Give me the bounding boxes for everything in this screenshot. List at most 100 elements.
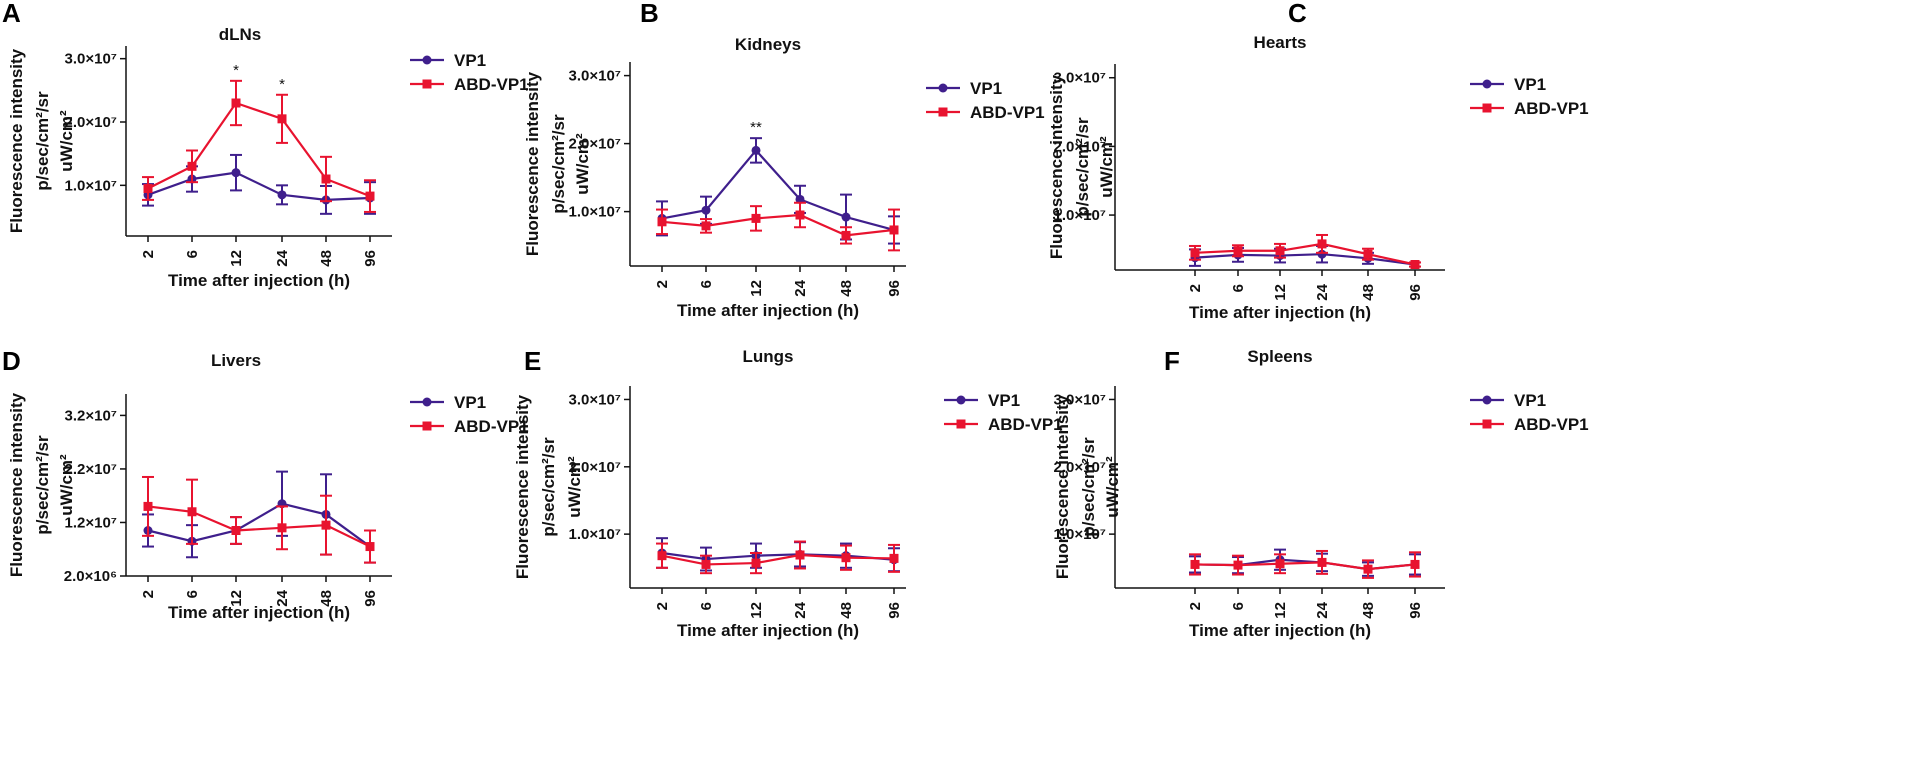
x-axis-title: Time after injection (h) <box>1189 303 1371 322</box>
panel-letter-f: F <box>1164 346 1180 376</box>
y-axis-title-line: uW/cm² <box>57 454 76 516</box>
data-point-abd-vp1 <box>277 523 287 533</box>
panel-letter-a: A <box>2 0 21 28</box>
data-point-abd-vp1 <box>1317 239 1327 249</box>
chart-title: Kidneys <box>735 35 801 54</box>
x-tick-label: 2 <box>654 280 671 288</box>
data-point-abd-vp1 <box>701 559 711 569</box>
significance-marker: * <box>233 62 239 79</box>
series-line-vp1 <box>661 551 895 561</box>
data-point-abd-vp1 <box>889 225 899 235</box>
data-point-abd-vp1 <box>1410 260 1420 270</box>
y-tick-label: 3.0×10⁷ <box>569 391 622 408</box>
legend-marker-vp1 <box>956 395 966 405</box>
legend-label: VP1 <box>988 391 1020 410</box>
data-point-abd-vp1 <box>231 98 241 108</box>
y-axis-title-line: Fluorescence intensity <box>1053 394 1072 579</box>
legend-label: VP1 <box>454 51 486 70</box>
y-axis-title-line: uW/cm² <box>57 110 76 172</box>
panel-letter-e: E <box>524 346 542 376</box>
series-line-abd-vp1 <box>147 505 371 548</box>
data-point-abd-vp1 <box>841 553 851 563</box>
chart-title: Hearts <box>1254 33 1307 52</box>
y-tick-label: 2.0×10⁷ <box>1054 138 1107 155</box>
x-axis-title: Time after injection (h) <box>677 621 859 640</box>
legend-label: VP1 <box>1514 75 1546 94</box>
y-tick-label: 3.0×10⁷ <box>569 68 622 85</box>
legend-label: ABD-VP1 <box>1514 415 1589 434</box>
y-axis-title-line: p/sec/cm²/sr <box>539 437 558 537</box>
data-point-abd-vp1 <box>1363 249 1373 259</box>
x-tick-label: 12 <box>1272 284 1289 301</box>
legend-marker-abd-vp1 <box>938 107 948 117</box>
x-axis-title: Time after injection (h) <box>168 271 350 290</box>
y-axis-title-line: uW/cm² <box>1097 136 1116 198</box>
y-tick-label: 2.0×10⁶ <box>64 568 117 585</box>
y-axis-title-line: p/sec/cm²/sr <box>33 435 52 535</box>
data-point-vp1 <box>751 145 761 155</box>
series-line-abd-vp1 <box>661 553 895 566</box>
x-tick-label: 6 <box>184 250 201 258</box>
chart-title: dLNs <box>219 25 262 44</box>
data-point-abd-vp1 <box>321 174 331 184</box>
data-point-abd-vp1 <box>321 520 331 530</box>
data-point-vp1 <box>841 212 851 222</box>
x-tick-label: 48 <box>318 590 335 607</box>
x-tick-label: 24 <box>792 601 809 618</box>
x-tick-label: 12 <box>1272 602 1289 619</box>
x-tick-label: 2 <box>140 590 157 598</box>
x-tick-label: 24 <box>1314 601 1331 618</box>
chart-title: Livers <box>211 351 261 370</box>
y-tick-label: 3.0×10⁷ <box>1054 391 1107 408</box>
data-point-abd-vp1 <box>751 213 761 223</box>
data-point-abd-vp1 <box>365 191 375 201</box>
x-tick-label: 48 <box>1360 602 1377 619</box>
x-axis-title: Time after injection (h) <box>168 603 350 622</box>
x-tick-label: 24 <box>274 589 291 606</box>
x-tick-label: 12 <box>748 280 765 297</box>
panel-a: A dLNs 1.0×10⁷ 2.0×10⁷ 3.0×10⁷ 2 6 12 24 48 96 Tim… <box>0 0 640 392</box>
x-tick-label: 6 <box>698 602 715 610</box>
y-tick-label: 3.2×10⁷ <box>65 407 118 424</box>
data-point-abd-vp1 <box>657 551 667 561</box>
panel-letter-d: D <box>2 346 21 376</box>
data-point-abd-vp1 <box>1363 564 1373 574</box>
data-point-abd-vp1 <box>795 210 805 220</box>
data-point-abd-vp1 <box>657 217 667 227</box>
y-tick-label: 3.0×10⁷ <box>1054 70 1107 87</box>
data-point-abd-vp1 <box>1190 248 1200 258</box>
legend-label: ABD-VP1 <box>1514 99 1589 118</box>
x-tick-label: 24 <box>1314 283 1331 300</box>
data-point-abd-vp1 <box>143 501 153 511</box>
y-tick-label: 1.0×10⁷ <box>1054 207 1107 224</box>
legend-label: VP1 <box>1514 391 1546 410</box>
panel-letter-b: B <box>640 0 659 28</box>
legend-label: VP1 <box>970 79 1002 98</box>
data-point-abd-vp1 <box>277 114 287 124</box>
legend-marker-abd-vp1 <box>422 421 432 431</box>
y-tick-label: 1.0×10⁷ <box>65 177 118 194</box>
y-axis-title-line: uW/cm² <box>573 133 592 195</box>
legend-marker-abd-vp1 <box>422 79 432 89</box>
data-point-abd-vp1 <box>143 184 153 193</box>
y-tick-label: 2.0×10⁷ <box>569 459 622 476</box>
y-axis-title-line: Fluorescence intensity <box>7 392 26 577</box>
x-tick-label: 96 <box>362 590 379 607</box>
legend-marker-vp1 <box>1482 79 1492 89</box>
legend-marker-vp1 <box>938 83 948 93</box>
data-point-abd-vp1 <box>841 230 851 240</box>
y-tick-label: 1.0×10⁷ <box>569 526 622 543</box>
data-point-abd-vp1 <box>187 507 197 517</box>
data-point-vp1 <box>701 205 711 215</box>
series-line-abd-vp1 <box>147 101 371 198</box>
x-tick-label: 6 <box>184 590 201 598</box>
panel-d: D Livers 2.0×10⁶ 1.2×10⁷ 2.2×10⁷ 3.2×10⁷ 2 6 12… <box>0 346 640 784</box>
series-line-vp1 <box>661 148 895 232</box>
data-point-abd-vp1 <box>1275 559 1285 569</box>
data-point-abd-vp1 <box>1317 557 1327 567</box>
x-tick-label: 96 <box>1407 602 1424 619</box>
panel-letter-c: C <box>1288 0 1307 28</box>
y-axis-title-line: Fluorescence intensity <box>7 48 26 233</box>
data-point-abd-vp1 <box>1233 246 1243 256</box>
x-tick-label: 96 <box>886 280 903 297</box>
